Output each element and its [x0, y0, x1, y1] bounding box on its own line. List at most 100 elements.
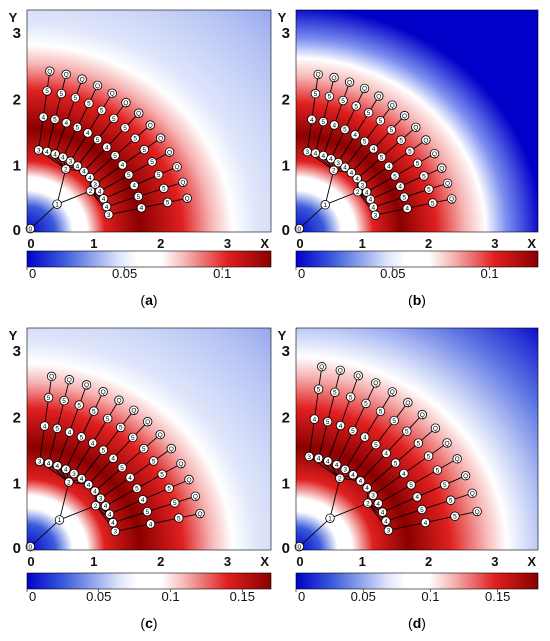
tree-node — [43, 458, 54, 468]
colorbar — [26, 250, 272, 268]
tree-edge — [44, 397, 50, 427]
tree-edge — [54, 122, 67, 155]
tree-node-label: Q — [185, 196, 190, 203]
tree-node — [64, 375, 74, 385]
plot-frame — [295, 9, 539, 233]
tree-node — [133, 191, 144, 202]
tree-node-label: Q — [445, 181, 450, 188]
tree-node-label: 5 — [120, 465, 124, 472]
colorbar-tick-label: 0.05 — [351, 589, 376, 604]
tree-node — [357, 180, 367, 190]
tree-node — [402, 203, 412, 214]
tree-node — [195, 508, 205, 519]
tree-node — [376, 152, 387, 162]
tree-node — [442, 438, 452, 448]
tree-edge — [65, 436, 82, 470]
tree-node-label: 5 — [47, 395, 51, 402]
x-tick-label: 3 — [224, 236, 231, 251]
branching-tree: 0122345Q455Q445Q455Q345Q455Q445Q455Q345Q… — [25, 371, 205, 552]
tree-node — [61, 164, 71, 174]
tree-node-label: 5 — [145, 509, 149, 516]
x-tick-label: 2 — [425, 554, 432, 569]
tree-node — [50, 114, 60, 125]
tree-edge — [81, 449, 104, 479]
tree-edge — [69, 404, 80, 433]
tree-node-label: 5 — [351, 428, 355, 435]
tree-node — [406, 480, 416, 490]
tree-node-label: 5 — [399, 137, 403, 144]
tree-edge — [100, 477, 131, 499]
tree-edge — [425, 515, 456, 523]
tree-node — [61, 464, 71, 474]
tree-node — [390, 458, 401, 468]
tree-node — [340, 162, 350, 173]
tree-node — [61, 118, 72, 128]
tree-node — [307, 114, 317, 125]
tree-node — [34, 456, 45, 467]
tree-edge — [77, 139, 99, 167]
tree-node-label: Q — [116, 398, 121, 405]
tree-node — [377, 507, 388, 517]
tree-node — [381, 448, 391, 459]
tree-node — [352, 173, 362, 184]
tree-node — [84, 98, 94, 109]
colorbar-tick-label: 0 — [298, 266, 305, 281]
tree-node — [139, 444, 149, 454]
tree-node-label: 5 — [62, 398, 66, 405]
tree-node-label: 5 — [436, 467, 440, 474]
tree-edge — [299, 204, 326, 230]
tree-node-label: 4 — [108, 511, 112, 518]
tree-node-label: Q — [131, 408, 136, 415]
plot-frame — [295, 327, 539, 551]
y-tick-label: 3 — [282, 25, 290, 42]
tree-node-label: 4 — [369, 197, 373, 204]
tree-node — [83, 479, 94, 490]
tree-node — [110, 526, 120, 537]
tree-node-label: 4 — [141, 497, 145, 504]
tree-node-label: 1 — [58, 517, 62, 524]
tree-node-label: Q — [347, 79, 352, 86]
tree-edge — [385, 430, 408, 454]
tree-node — [138, 495, 148, 505]
tree-node-label: 4 — [402, 471, 406, 478]
x-axis-label: X — [527, 236, 536, 251]
tree-node-label: Q — [439, 165, 444, 172]
y-tick-label: 0 — [282, 540, 290, 557]
tree-node-label: 4 — [339, 423, 343, 430]
tree-node-label: 3 — [113, 529, 117, 536]
tree-node — [172, 162, 182, 172]
tree-node — [145, 519, 156, 529]
tree-node-label: 5 — [173, 500, 177, 507]
tree-node-label: Q — [101, 389, 106, 396]
tree-node — [346, 167, 357, 178]
tree-node — [116, 422, 126, 433]
tree-node — [452, 454, 462, 464]
tree-node-label: 2 — [356, 189, 360, 196]
tree-node — [353, 371, 364, 381]
tree-node-label: Q — [356, 373, 361, 380]
y-axis-label: Y — [278, 10, 287, 25]
tree-node-label: 5 — [443, 482, 447, 489]
tree-node — [100, 501, 111, 511]
tree-node-label: 5 — [162, 186, 166, 193]
x-axis-label: X — [260, 554, 269, 569]
y-tick-label: 0 — [13, 222, 21, 239]
panel-b: 0122345Q455Q445Q455Q345Q455Q445Q455Q345Q… — [278, 9, 539, 308]
tree-node-label: 4 — [140, 205, 144, 212]
tree-node — [427, 198, 438, 208]
tree-node-label: 5 — [408, 149, 412, 156]
tree-node — [43, 392, 54, 403]
tree-node-label: 4 — [104, 503, 108, 510]
tree-node-label: 5 — [102, 447, 106, 454]
tree-edge — [147, 502, 175, 513]
tree-node-label: 4 — [387, 164, 391, 171]
tree-node — [129, 180, 139, 191]
tree-node-label: 5 — [326, 419, 330, 426]
tree-edge — [385, 509, 423, 522]
colorbar-tick-label: 0.1 — [213, 266, 231, 281]
tree-node-label: Q — [136, 111, 141, 118]
tree-node — [313, 453, 324, 464]
tree-node — [368, 144, 379, 154]
tree-node-label: 5 — [135, 486, 139, 493]
tree-node-label: 5 — [328, 94, 332, 101]
